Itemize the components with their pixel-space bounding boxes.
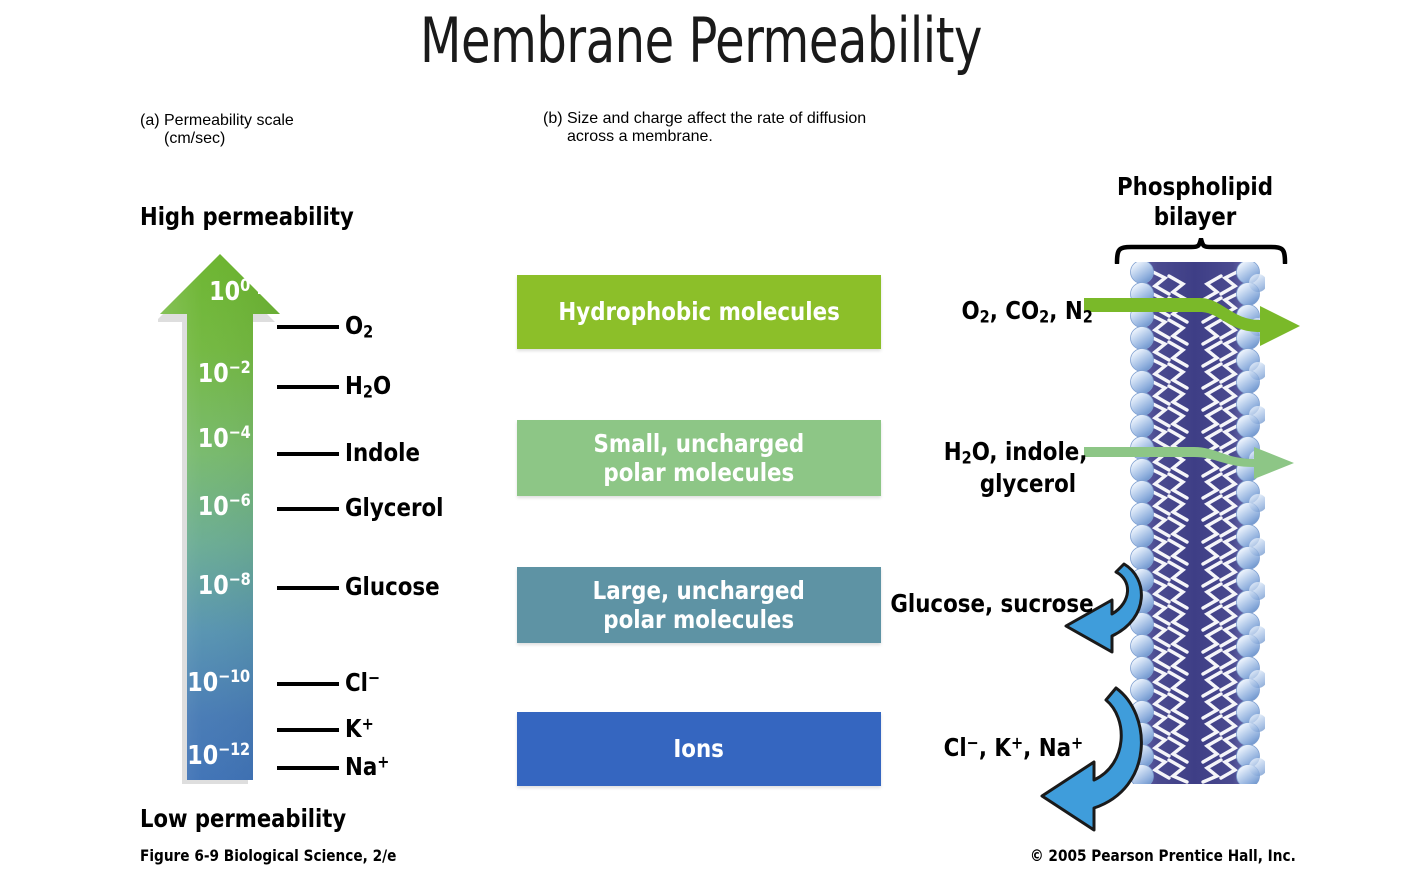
diffusion-arrow-gases: [1082, 284, 1310, 351]
side-label-large-polar: Glucose, sucrose: [890, 589, 1094, 618]
leader-line-sodium: [277, 766, 339, 770]
scale-tick-dash: [258, 681, 273, 685]
category-box-hydrophobic: Hydrophobic molecules: [517, 275, 881, 349]
category-label-line1: Small, uncharged: [593, 428, 805, 458]
panel-b-heading: (b) Size and charge affect the rate of d…: [543, 110, 1223, 146]
scale-tick-label: 10−2: [197, 358, 250, 389]
molecule-label-sodium: Na+: [345, 752, 390, 781]
scale-tick-label: 10−4: [197, 423, 250, 454]
blocked-arrow-large-polar: [1050, 556, 1160, 677]
phospholipid-bilayer-graphic: [1125, 260, 1267, 788]
category-label-line2: polar molecules: [603, 605, 795, 634]
category-label-line2: polar molecules: [603, 458, 795, 487]
side-label-ions: Cl−, K+, Na+: [943, 733, 1084, 762]
panel-b-heading-line2: across a membrane.: [567, 128, 713, 145]
category-box-ions: Ions: [517, 712, 881, 786]
molecule-label-glucose: Glucose: [345, 572, 440, 601]
category-box-small-polar: Small, uncharged polar molecules: [517, 420, 881, 496]
leader-line-glycerol: [277, 507, 339, 511]
page-title: Membrane Permeability: [420, 4, 982, 77]
leader-line-h2o: [277, 385, 339, 389]
blocked-arrow-ions: [1030, 680, 1160, 847]
copyright-notice: © 2005 Pearson Prentice Hall, Inc.: [1030, 846, 1296, 865]
leader-line-glucose: [277, 586, 339, 590]
leader-line-chloride: [277, 682, 339, 686]
molecule-label-o2: O2: [345, 311, 374, 343]
scale-tick-dash: [258, 290, 273, 294]
molecule-label-potassium: K+: [345, 714, 374, 743]
scale-tick-label: 10−12: [187, 740, 251, 771]
panel-a-heading-line2: (cm/sec): [164, 130, 226, 147]
side-label-gases: O2, CO2, N2: [961, 296, 1093, 328]
scale-tick-dash: [258, 437, 273, 441]
high-permeability-label: High permeability: [140, 202, 354, 231]
leader-line-o2: [277, 325, 339, 329]
panel-a-heading: (a) Permeability scale (cm/sec): [140, 112, 500, 148]
bilayer-label-line1: Phospholipid: [1116, 172, 1274, 201]
category-label-line1: Ions: [673, 734, 725, 764]
scale-tick-label: 10−6: [197, 491, 250, 522]
permeability-scale-arrow: 100 10−2 10−4 10−6 10−8 10−10 10−12: [158, 252, 288, 784]
bilayer-bracket: [1113, 230, 1289, 269]
scale-tick-label: 10−8: [197, 570, 250, 601]
molecule-label-chloride: Cl−: [345, 668, 381, 697]
category-label-line1: Large, uncharged: [592, 575, 806, 605]
side-label-small-polar: H2O, indole, glycerol: [943, 437, 1088, 499]
molecule-label-h2o: H2O: [345, 371, 392, 403]
panel-a-heading-line1: (a) Permeability scale: [140, 112, 294, 129]
bilayer-label-line2: bilayer: [1153, 202, 1237, 231]
scale-tick-dash: [258, 584, 273, 588]
scale-tick-dash: [258, 372, 273, 376]
molecule-label-indole: Indole: [345, 438, 420, 467]
low-permeability-label: Low permeability: [140, 804, 347, 833]
leader-line-indole: [277, 452, 339, 456]
phospholipid-bilayer-label: Phospholipid bilayer: [1083, 172, 1307, 232]
diffusion-arrow-small-polar: [1082, 437, 1304, 490]
scale-tick-label: 10−10: [187, 667, 251, 698]
panel-b-heading-line1: (b) Size and charge affect the rate of d…: [543, 110, 867, 127]
molecule-label-glycerol: Glycerol: [345, 493, 444, 522]
category-label-line1: Hydrophobic molecules: [558, 297, 840, 327]
scale-tick-dash: [258, 505, 273, 509]
category-box-large-polar: Large, uncharged polar molecules: [517, 567, 881, 643]
scale-tick-dash: [258, 754, 273, 758]
leader-line-potassium: [277, 728, 339, 732]
figure-credit: Figure 6-9 Biological Science, 2/e: [140, 846, 397, 865]
scale-tick-label: 100: [209, 276, 250, 307]
